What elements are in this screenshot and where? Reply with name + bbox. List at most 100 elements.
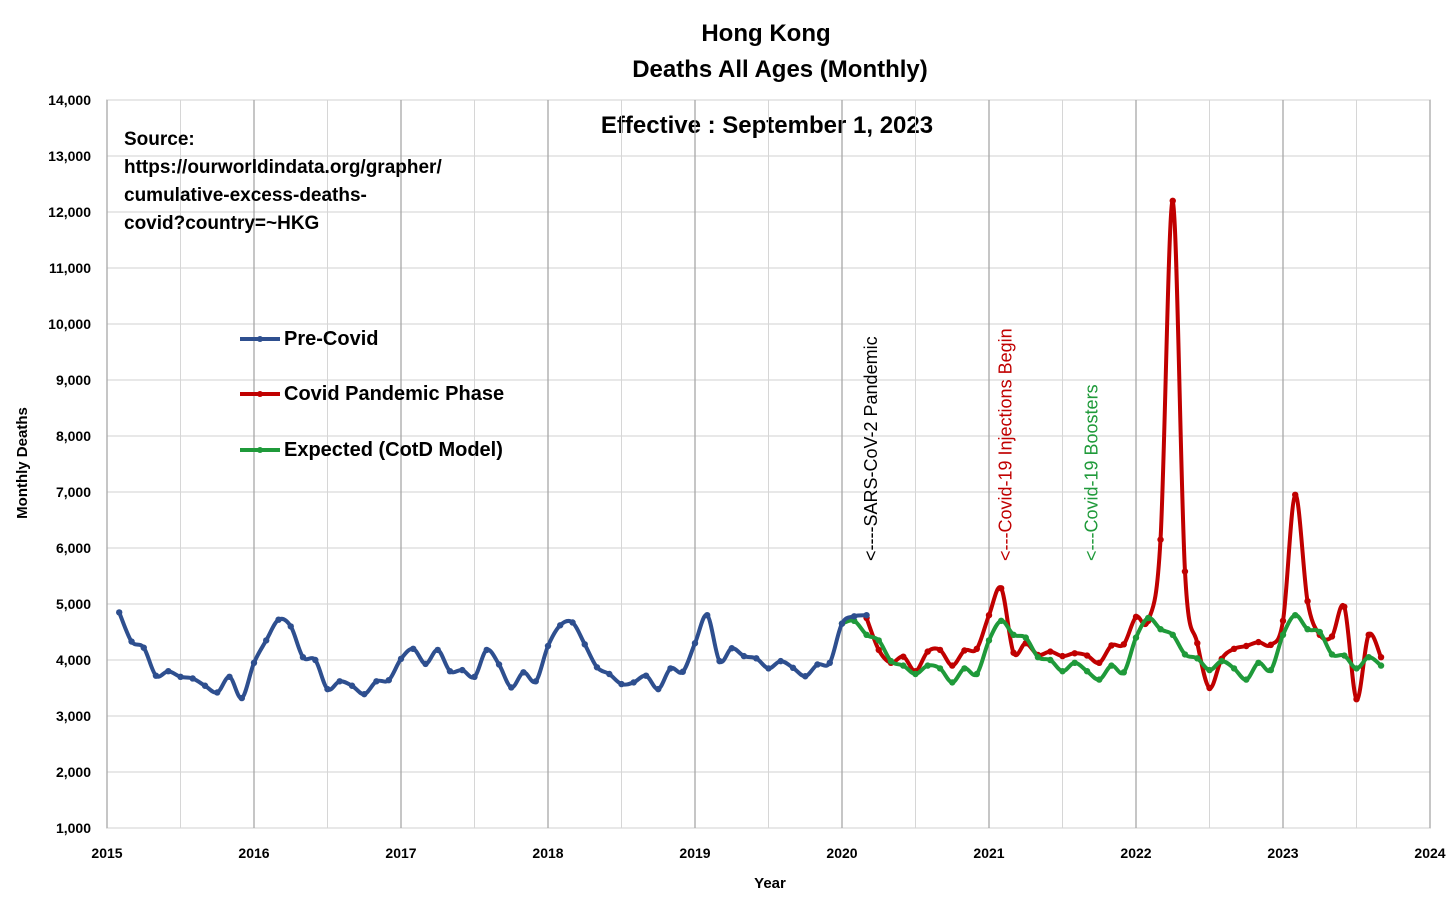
data-point (1304, 626, 1311, 633)
source-line-1: Source: (124, 129, 195, 150)
legend-label-expected: Expected (CotD Model) (284, 439, 503, 461)
data-point (508, 684, 515, 691)
data-point (287, 623, 294, 630)
data-point (569, 619, 576, 626)
data-point (165, 668, 172, 675)
data-point (410, 645, 417, 652)
y-axis-label: Monthly Deaths (14, 407, 31, 519)
data-point (912, 670, 919, 678)
y-tick-label: 4,000 (56, 652, 91, 668)
data-point (826, 659, 833, 666)
data-point (483, 646, 490, 654)
data-point (740, 652, 748, 660)
annotations: <----SARS-CoV-2 Pandemic <---Covid-19 Inj… (861, 328, 1102, 561)
data-point (1181, 568, 1189, 575)
data-point (1071, 650, 1078, 657)
data-point (275, 616, 282, 623)
data-point (324, 685, 331, 693)
chart-title: Hong Kong (701, 20, 830, 47)
data-point (189, 675, 196, 682)
legend: Pre-Covid Covid Pandemic Phase Expected … (240, 328, 504, 461)
legend-item-covid-phase: Covid Pandemic Phase (240, 383, 504, 405)
data-point (851, 617, 858, 624)
data-point (642, 672, 650, 679)
data-point (667, 665, 674, 672)
data-point (1267, 641, 1274, 649)
data-point (214, 689, 221, 696)
source-line-3: cumulative-excess-deaths- (124, 185, 367, 206)
source-line-4: covid?country=~HKG (124, 213, 319, 234)
data-point (1377, 662, 1385, 669)
data-point (1292, 491, 1299, 498)
data-point (116, 609, 123, 616)
data-point (1328, 651, 1336, 658)
data-point (1243, 676, 1250, 683)
data-point (618, 680, 625, 688)
legend-marker (257, 336, 263, 342)
y-tick-label: 11,000 (49, 260, 91, 276)
data-point (348, 682, 356, 689)
legend-marker (257, 391, 263, 397)
data-point (471, 673, 478, 680)
y-tick-label: 1,000 (56, 820, 91, 836)
data-point (679, 668, 686, 675)
data-point (1279, 631, 1287, 638)
x-tick-label: 2015 (91, 845, 122, 861)
data-point (1206, 666, 1213, 674)
data-point (789, 664, 797, 672)
data-point (900, 653, 907, 660)
data-point (1010, 649, 1017, 656)
source-note: Source: https://ourworldindata.org/graph… (124, 129, 442, 234)
y-tick-labels: 1,000 2,000 3,000 4,000 5,000 6,000 7,000 8,000… (48, 92, 91, 836)
legend-item-expected: Expected (CotD Model) (240, 439, 503, 461)
data-point (520, 669, 527, 676)
data-point (924, 648, 931, 655)
y-tick-label: 8,000 (56, 428, 91, 444)
data-point (777, 657, 784, 665)
data-point (1341, 652, 1348, 659)
data-point (312, 656, 319, 664)
data-point (361, 690, 368, 698)
data-point (238, 694, 245, 702)
data-point (495, 661, 503, 668)
data-point (728, 645, 735, 652)
x-tick-label: 2022 (1120, 845, 1151, 861)
data-point (1353, 665, 1360, 672)
data-point (1181, 651, 1189, 658)
data-point (1230, 645, 1238, 652)
legend-label-covid-phase: Covid Pandemic Phase (284, 383, 504, 405)
data-point (961, 647, 968, 654)
data-point (1365, 631, 1372, 638)
data-point (887, 657, 895, 665)
y-tick-label: 5,000 (56, 596, 91, 612)
data-point (985, 637, 993, 644)
y-tick-label: 12,000 (48, 204, 91, 220)
series-pre-covid (116, 609, 870, 702)
data-point (201, 682, 209, 689)
data-point (838, 620, 846, 627)
data-point (1304, 598, 1311, 605)
data-point (949, 662, 956, 669)
data-point (753, 655, 760, 662)
data-point (1206, 684, 1213, 692)
data-point (385, 676, 392, 684)
data-point (422, 660, 429, 668)
data-point (459, 666, 466, 674)
data-point (875, 646, 882, 654)
data-point (557, 622, 564, 629)
data-point (299, 654, 307, 661)
data-point (924, 662, 931, 669)
data-point (1316, 628, 1323, 636)
y-tick-label: 7,000 (56, 484, 91, 500)
source-line-2: https://ourworldindata.org/grapher/ (124, 157, 442, 178)
data-point (1034, 654, 1042, 661)
data-point (802, 673, 809, 680)
data-point (1071, 659, 1078, 666)
y-tick-label: 13,000 (48, 148, 91, 164)
data-point (152, 672, 160, 679)
data-point (1169, 197, 1176, 204)
x-tick-labels: 2015 2016 2017 2018 2019 2020 2021 2022 2023 2024 (91, 845, 1445, 861)
series-expected (838, 612, 1385, 686)
data-point (863, 612, 870, 619)
data-point (581, 641, 588, 648)
